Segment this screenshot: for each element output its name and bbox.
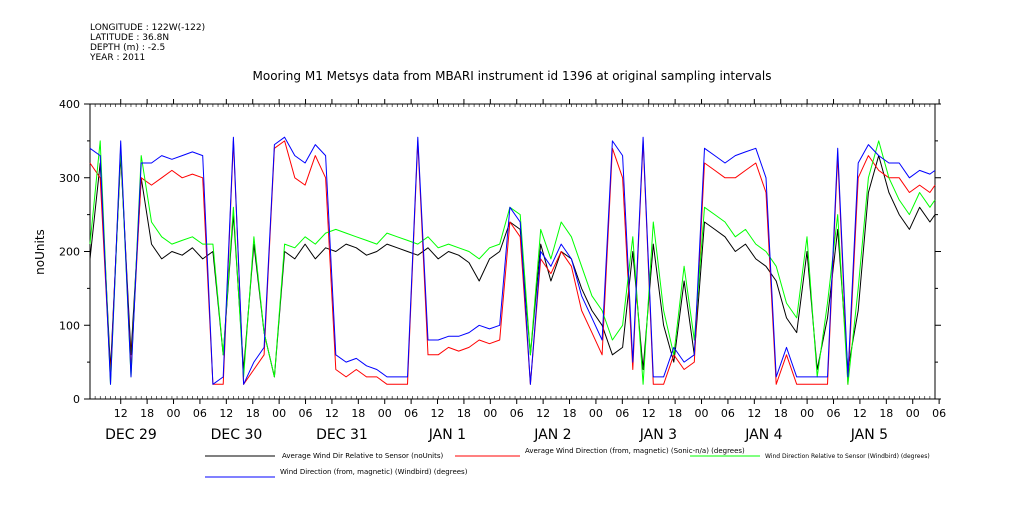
legend-label-red: Average Wind Direction (from, magnetic) … — [525, 447, 745, 455]
x-tick-label: 00 — [695, 407, 709, 420]
meta-line-depth: DEPTH (m) : -2.5 — [90, 43, 165, 53]
x-tick-label: 18 — [351, 407, 365, 420]
x-tick-label: 06 — [510, 407, 524, 420]
x-day-label: JAN 4 — [744, 427, 782, 443]
y-tick-label: 200 — [59, 246, 80, 259]
x-tick-label: 00 — [589, 407, 603, 420]
y-axis: 0 100 200 300 400 — [59, 98, 941, 406]
chart-title: Mooring M1 Metsys data from MBARI instru… — [253, 69, 772, 83]
x-tick-label: 18 — [246, 407, 260, 420]
x-tick-label: 00 — [167, 407, 181, 420]
x-tick-label: 00 — [378, 407, 392, 420]
x-tick-label: 18 — [668, 407, 682, 420]
x-tick-label: 18 — [457, 407, 471, 420]
meta-block: LONGITUDE : 122W(-122) LATITUDE : 36.8N … — [89, 23, 205, 63]
y-tick-label: 100 — [59, 319, 80, 332]
series-line-2 — [89, 140, 936, 385]
x-tick-label: 18 — [140, 407, 154, 420]
series-layer — [89, 136, 936, 385]
legend-label-green: Wind Direction Relative to Sensor (Windb… — [765, 453, 930, 460]
x-day-label: DEC 31 — [316, 427, 368, 443]
x-day-label: JAN 3 — [639, 427, 677, 443]
x-tick-label: 06 — [615, 407, 629, 420]
x-day-label: JAN 5 — [850, 427, 888, 443]
x-tick-label: 00 — [906, 407, 920, 420]
minor-ticks — [89, 104, 936, 399]
x-tick-label: 12 — [747, 407, 761, 420]
x-tick-label: 12 — [642, 407, 656, 420]
x-tick-label: 12 — [219, 407, 233, 420]
x-tick-label: 18 — [774, 407, 788, 420]
x-tick-label: 06 — [932, 407, 946, 420]
x-axis: 12 18 00 06 12 18 00 06 12 18 00 06 12 18 00 06 12 18 00 06… — [105, 99, 946, 443]
x-tick-label: 18 — [563, 407, 577, 420]
legend-label-blue: Wind Direction (from, magnetic) (Windbir… — [280, 468, 468, 476]
series-line-3 — [89, 136, 936, 385]
x-day-label: JAN 2 — [533, 427, 571, 443]
y-tick-label: 300 — [59, 172, 80, 185]
meta-line-year: YEAR : 2011 — [89, 53, 145, 63]
x-day-label: DEC 29 — [105, 427, 157, 443]
x-tick-label: 06 — [299, 407, 313, 420]
x-tick-label: 00 — [483, 407, 497, 420]
x-tick-label: 12 — [325, 407, 339, 420]
x-tick-label: 06 — [404, 407, 418, 420]
x-day-label: JAN 1 — [428, 427, 466, 443]
meta-line-longitude: LONGITUDE : 122W(-122) — [90, 23, 205, 33]
meta-line-latitude: LATITUDE : 36.8N — [90, 33, 169, 43]
x-tick-label: 06 — [721, 407, 735, 420]
x-tick-label: 00 — [800, 407, 814, 420]
x-day-label: DEC 30 — [211, 427, 263, 443]
y-axis-label: noUnits — [33, 229, 47, 275]
x-tick-label: 12 — [431, 407, 445, 420]
legend-label-black: Average Wind Dir Relative to Sensor (noU… — [282, 452, 443, 460]
x-tick-label: 12 — [536, 407, 550, 420]
y-tick-label: 400 — [59, 98, 80, 111]
x-tick-label: 12 — [853, 407, 867, 420]
x-tick-label: 12 — [114, 407, 128, 420]
series-line-0 — [89, 155, 936, 378]
legend: Average Wind Dir Relative to Sensor (noU… — [205, 447, 930, 478]
y-tick-label: 0 — [73, 393, 80, 406]
x-tick-label: 06 — [827, 407, 841, 420]
x-tick-label: 06 — [193, 407, 207, 420]
x-tick-label: 18 — [879, 407, 893, 420]
x-tick-label: 00 — [272, 407, 286, 420]
